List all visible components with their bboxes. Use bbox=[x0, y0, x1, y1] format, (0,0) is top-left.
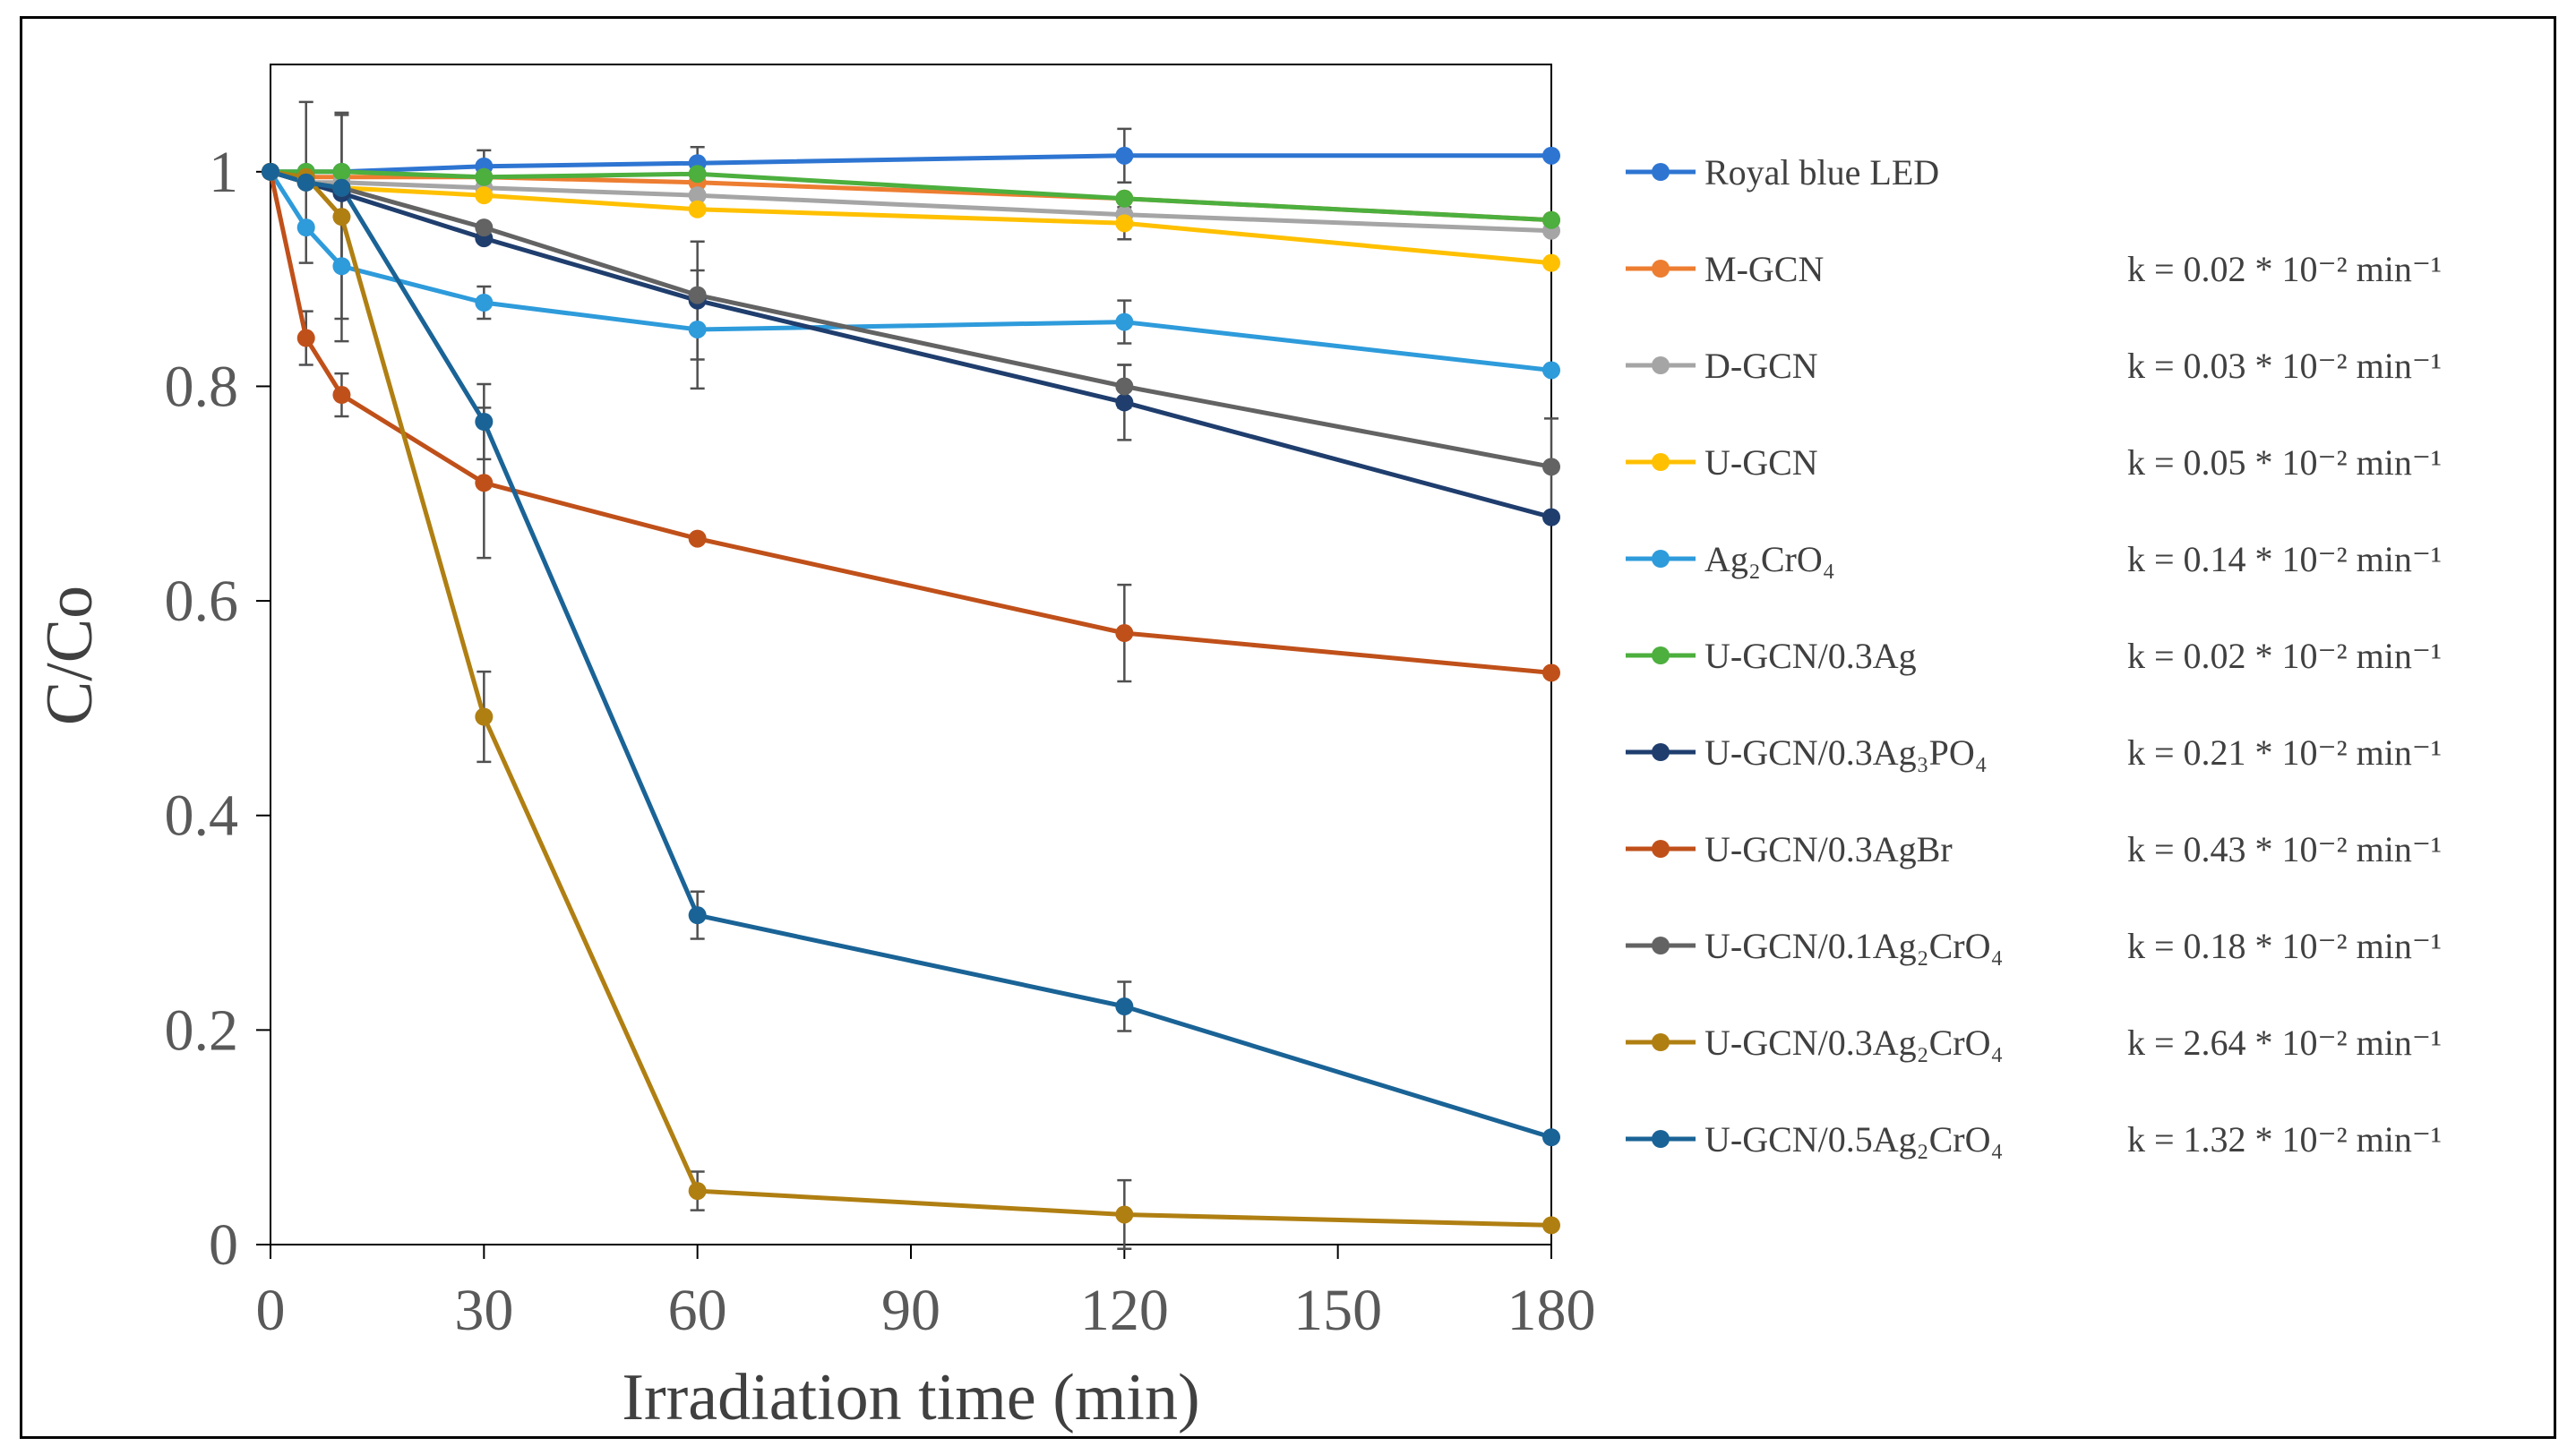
data-point bbox=[688, 186, 707, 205]
y-tick-label: 0.8 bbox=[165, 354, 239, 419]
data-point bbox=[1542, 663, 1560, 682]
data-point bbox=[688, 529, 707, 548]
legend-label: U-GCN/0.1Ag₂CrO₄ bbox=[1704, 926, 2003, 966]
data-point bbox=[475, 218, 494, 237]
data-point bbox=[1542, 361, 1560, 380]
data-point bbox=[1115, 393, 1134, 412]
data-point bbox=[688, 1182, 707, 1201]
y-tick-label: 0.4 bbox=[165, 783, 239, 849]
legend-label: M-GCN bbox=[1704, 249, 1824, 289]
data-point bbox=[475, 412, 494, 431]
legend-label: U-GCN/0.3Ag bbox=[1704, 636, 1917, 676]
x-tick-label: 60 bbox=[668, 1278, 727, 1343]
data-point bbox=[688, 200, 707, 218]
data-point bbox=[1542, 146, 1560, 165]
legend-label: Royal blue LED bbox=[1704, 152, 1939, 193]
x-tick-label: 150 bbox=[1293, 1278, 1382, 1343]
data-point bbox=[688, 906, 707, 925]
x-tick-label: 180 bbox=[1507, 1278, 1596, 1343]
data-point bbox=[1115, 146, 1134, 165]
series-line bbox=[270, 169, 1552, 1228]
data-point bbox=[1542, 210, 1560, 229]
y-tick-label: 0.2 bbox=[165, 997, 239, 1063]
legend-rate-constant: k = 0.14 * 10⁻² min⁻¹ bbox=[2127, 539, 2442, 579]
legend-label: U-GCN/0.3Ag₃PO₄ bbox=[1704, 732, 1988, 773]
legend-rate-constant: k = 0.02 * 10⁻² min⁻¹ bbox=[2127, 249, 2442, 289]
data-point bbox=[332, 257, 351, 276]
legend-rate-constant: k = 0.03 * 10⁻² min⁻¹ bbox=[2127, 346, 2442, 386]
x-axis-title: Irradiation time (min) bbox=[622, 1361, 1199, 1434]
data-point bbox=[1115, 624, 1134, 643]
data-point bbox=[1115, 377, 1134, 396]
data-point bbox=[1542, 458, 1560, 476]
y-axis-title: C/Co bbox=[33, 586, 107, 725]
y-tick-label: 1 bbox=[209, 140, 238, 205]
legend-swatch-marker bbox=[1652, 550, 1670, 568]
data-point bbox=[296, 329, 315, 347]
legend-label: Ag₂CrO₄ bbox=[1704, 539, 1835, 579]
legend-swatch-marker bbox=[1652, 840, 1670, 858]
legend-swatch-marker bbox=[1652, 453, 1670, 471]
x-tick-label: 0 bbox=[256, 1278, 286, 1343]
legend-swatch-marker bbox=[1652, 260, 1670, 278]
data-point bbox=[1542, 1128, 1560, 1147]
data-point bbox=[296, 173, 315, 192]
data-point bbox=[1542, 508, 1560, 526]
data-point bbox=[1115, 997, 1134, 1016]
data-point bbox=[332, 178, 351, 197]
data-point bbox=[262, 162, 279, 181]
y-tick-label: 0.6 bbox=[165, 569, 239, 634]
data-point bbox=[1115, 312, 1134, 331]
data-point bbox=[1115, 189, 1134, 208]
legend-swatch-marker bbox=[1652, 646, 1670, 664]
legend-swatch-marker bbox=[1652, 1130, 1670, 1148]
data-point bbox=[1115, 214, 1134, 233]
data-point bbox=[296, 218, 315, 237]
data-point bbox=[1542, 253, 1560, 272]
legend-rate-constant: k = 0.21 * 10⁻² min⁻¹ bbox=[2127, 732, 2442, 773]
chart-frame bbox=[20, 16, 2556, 1439]
legend-rate-constant: k = 0.05 * 10⁻² min⁻¹ bbox=[2127, 442, 2442, 483]
data-point bbox=[688, 165, 707, 184]
legend-swatch-marker bbox=[1652, 937, 1670, 954]
x-tick-label: 30 bbox=[454, 1278, 513, 1343]
legend-swatch-marker bbox=[1652, 1033, 1670, 1051]
series-line bbox=[270, 153, 1551, 175]
legend-rate-constant: k = 1.32 * 10⁻² min⁻¹ bbox=[2127, 1119, 2442, 1160]
data-point bbox=[475, 293, 494, 312]
legend-rate-constant: k = 0.02 * 10⁻² min⁻¹ bbox=[2127, 636, 2442, 676]
data-point bbox=[1542, 1216, 1560, 1235]
legend-label: U-GCN/0.5Ag₂CrO₄ bbox=[1704, 1119, 2003, 1160]
data-point bbox=[332, 162, 351, 181]
x-tick-label: 120 bbox=[1080, 1278, 1169, 1343]
data-point bbox=[475, 167, 494, 186]
legend-swatch-marker bbox=[1652, 163, 1670, 181]
data-point bbox=[332, 386, 351, 405]
data-point bbox=[1115, 1205, 1134, 1224]
data-point bbox=[688, 286, 707, 304]
data-point bbox=[688, 320, 707, 338]
data-point bbox=[332, 208, 351, 227]
legend-label: D-GCN bbox=[1704, 346, 1818, 386]
data-point bbox=[475, 474, 494, 492]
data-point bbox=[475, 186, 494, 205]
y-tick-label: 0 bbox=[209, 1212, 238, 1278]
legend-label: U-GCN/0.3Ag₂CrO₄ bbox=[1704, 1023, 2003, 1063]
legend-label: U-GCN bbox=[1704, 442, 1818, 483]
legend-label: U-GCN/0.3AgBr bbox=[1704, 829, 1953, 869]
legend-swatch-marker bbox=[1652, 356, 1670, 374]
legend-rate-constant: k = 0.18 * 10⁻² min⁻¹ bbox=[2127, 926, 2442, 966]
legend-rate-constant: k = 2.64 * 10⁻² min⁻¹ bbox=[2127, 1023, 2442, 1063]
legend-swatch-marker bbox=[1652, 743, 1670, 761]
x-tick-label: 90 bbox=[881, 1278, 940, 1343]
data-point bbox=[475, 707, 494, 726]
legend-rate-constant: k = 0.43 * 10⁻² min⁻¹ bbox=[2127, 829, 2442, 869]
